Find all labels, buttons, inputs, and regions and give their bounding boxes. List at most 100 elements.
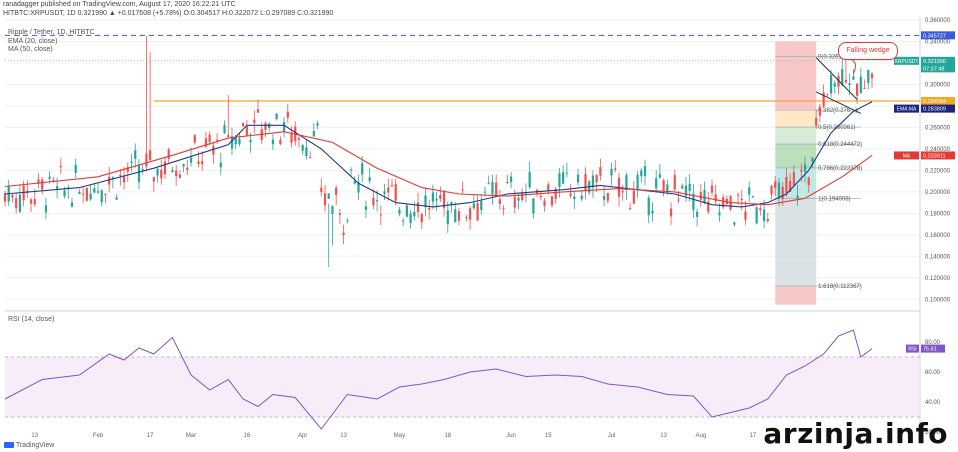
candle-body [766, 219, 769, 222]
candle-body [409, 213, 412, 224]
candle-body [800, 169, 803, 172]
candle-body [532, 198, 535, 214]
price-tag: XRPUSDT 0.321990 [894, 56, 955, 65]
candle-body [111, 177, 115, 179]
rsi-tick-label: 80.00 [925, 340, 941, 346]
candle-body [755, 207, 758, 224]
candle-body [364, 206, 368, 210]
candle-body [271, 139, 275, 145]
fib-label: 1.618(0.112367) [818, 284, 862, 290]
rsi-tag-label: RSI [908, 347, 916, 353]
candle-body [740, 198, 743, 201]
candle-body [718, 212, 721, 216]
candle-body [673, 175, 676, 190]
price-tag-bg [921, 31, 955, 40]
candle-body [37, 179, 40, 184]
candle-body [837, 75, 840, 87]
candle-body [703, 189, 706, 203]
candle-body [491, 181, 494, 195]
candle-body [331, 205, 334, 214]
candle-body [15, 198, 18, 209]
candle-body [770, 185, 773, 195]
price-axis: 0.100000 0.120000 0.140000 0.160000 0.180000… [925, 18, 951, 436]
candle-body [346, 220, 349, 222]
candle-body [394, 183, 397, 201]
candle-body [844, 79, 848, 83]
candle-body [621, 191, 624, 193]
candle-body [189, 157, 193, 163]
candle-body [282, 121, 286, 132]
candle-body [398, 209, 401, 214]
candle-body [777, 182, 781, 198]
price-tag-value: 0.283809 [923, 107, 946, 113]
wedge-upper-line [815, 57, 858, 100]
price-tag-bg [921, 104, 955, 113]
price-tag-label-bg [894, 56, 919, 65]
candle-body [517, 197, 520, 201]
candle-body [342, 232, 345, 235]
price-tick-label: 0.160000 [925, 233, 951, 239]
candle-body [569, 193, 572, 196]
candle-body [774, 181, 777, 189]
candle-body [167, 149, 170, 159]
price-tag-value: 0.284584 [923, 99, 946, 105]
fib-zone [775, 198, 817, 286]
candle-body [442, 192, 446, 209]
price-tag-label: MA [903, 153, 911, 159]
rsi-band [5, 357, 920, 417]
candle-body [316, 123, 319, 126]
candle-body [245, 126, 248, 136]
fib-label: 0.5(0.260361) [818, 125, 855, 131]
price-tag: 0.345727 [921, 31, 955, 40]
candle-body [390, 185, 394, 187]
candle-body [450, 202, 453, 205]
candle-body [338, 213, 342, 215]
rsi-panel [4, 329, 920, 430]
price-tag-label: EMA:MA [897, 107, 917, 113]
candle-body [201, 161, 204, 165]
candle-body [219, 162, 222, 168]
candle-body [457, 211, 461, 221]
price-tick-label: 0.180000 [925, 211, 951, 217]
candle-body [160, 169, 163, 179]
candle-body [253, 119, 256, 123]
fib-zone [775, 127, 817, 145]
candle-body [357, 182, 360, 193]
candle-body [736, 194, 740, 196]
tradingview-logo[interactable]: TradingView [4, 442, 54, 449]
candle-body [829, 75, 833, 94]
candle-body [744, 211, 747, 220]
tradingview-label: TradingView [15, 442, 55, 449]
price-tick-label: 0.260000 [925, 125, 951, 131]
candle-body [208, 134, 211, 142]
rsi-line [4, 329, 873, 430]
candle-body [48, 176, 51, 179]
candle-body [576, 174, 580, 183]
candle-body [643, 165, 647, 177]
symbol-legend: Ripple / Tether, 1D, HITBTC [8, 29, 95, 36]
price-tag-bg [921, 64, 955, 73]
candle-body [416, 202, 420, 212]
candle-body [372, 198, 375, 206]
candle-body [327, 193, 330, 199]
candle-body [636, 175, 639, 190]
candle-body [431, 192, 435, 202]
price-tag-value: 0.321990 [923, 59, 946, 65]
candle-body [789, 180, 792, 192]
candle-body [833, 83, 836, 87]
rsi-tick-label: 40.00 [925, 400, 941, 406]
candle-body [171, 170, 174, 173]
candle-body [63, 190, 66, 197]
candle-body [632, 190, 635, 204]
rsi-legend: RSI (14, close) [8, 316, 55, 323]
candle-body [826, 93, 829, 95]
candle-body [197, 161, 200, 165]
candle-body [681, 185, 684, 189]
rsi-tag-value: 75.61 [923, 347, 937, 353]
candle-body [472, 203, 475, 209]
candle-body [256, 109, 260, 113]
candle-body [383, 191, 386, 195]
candle-body [137, 164, 141, 183]
candle-body [238, 138, 241, 145]
